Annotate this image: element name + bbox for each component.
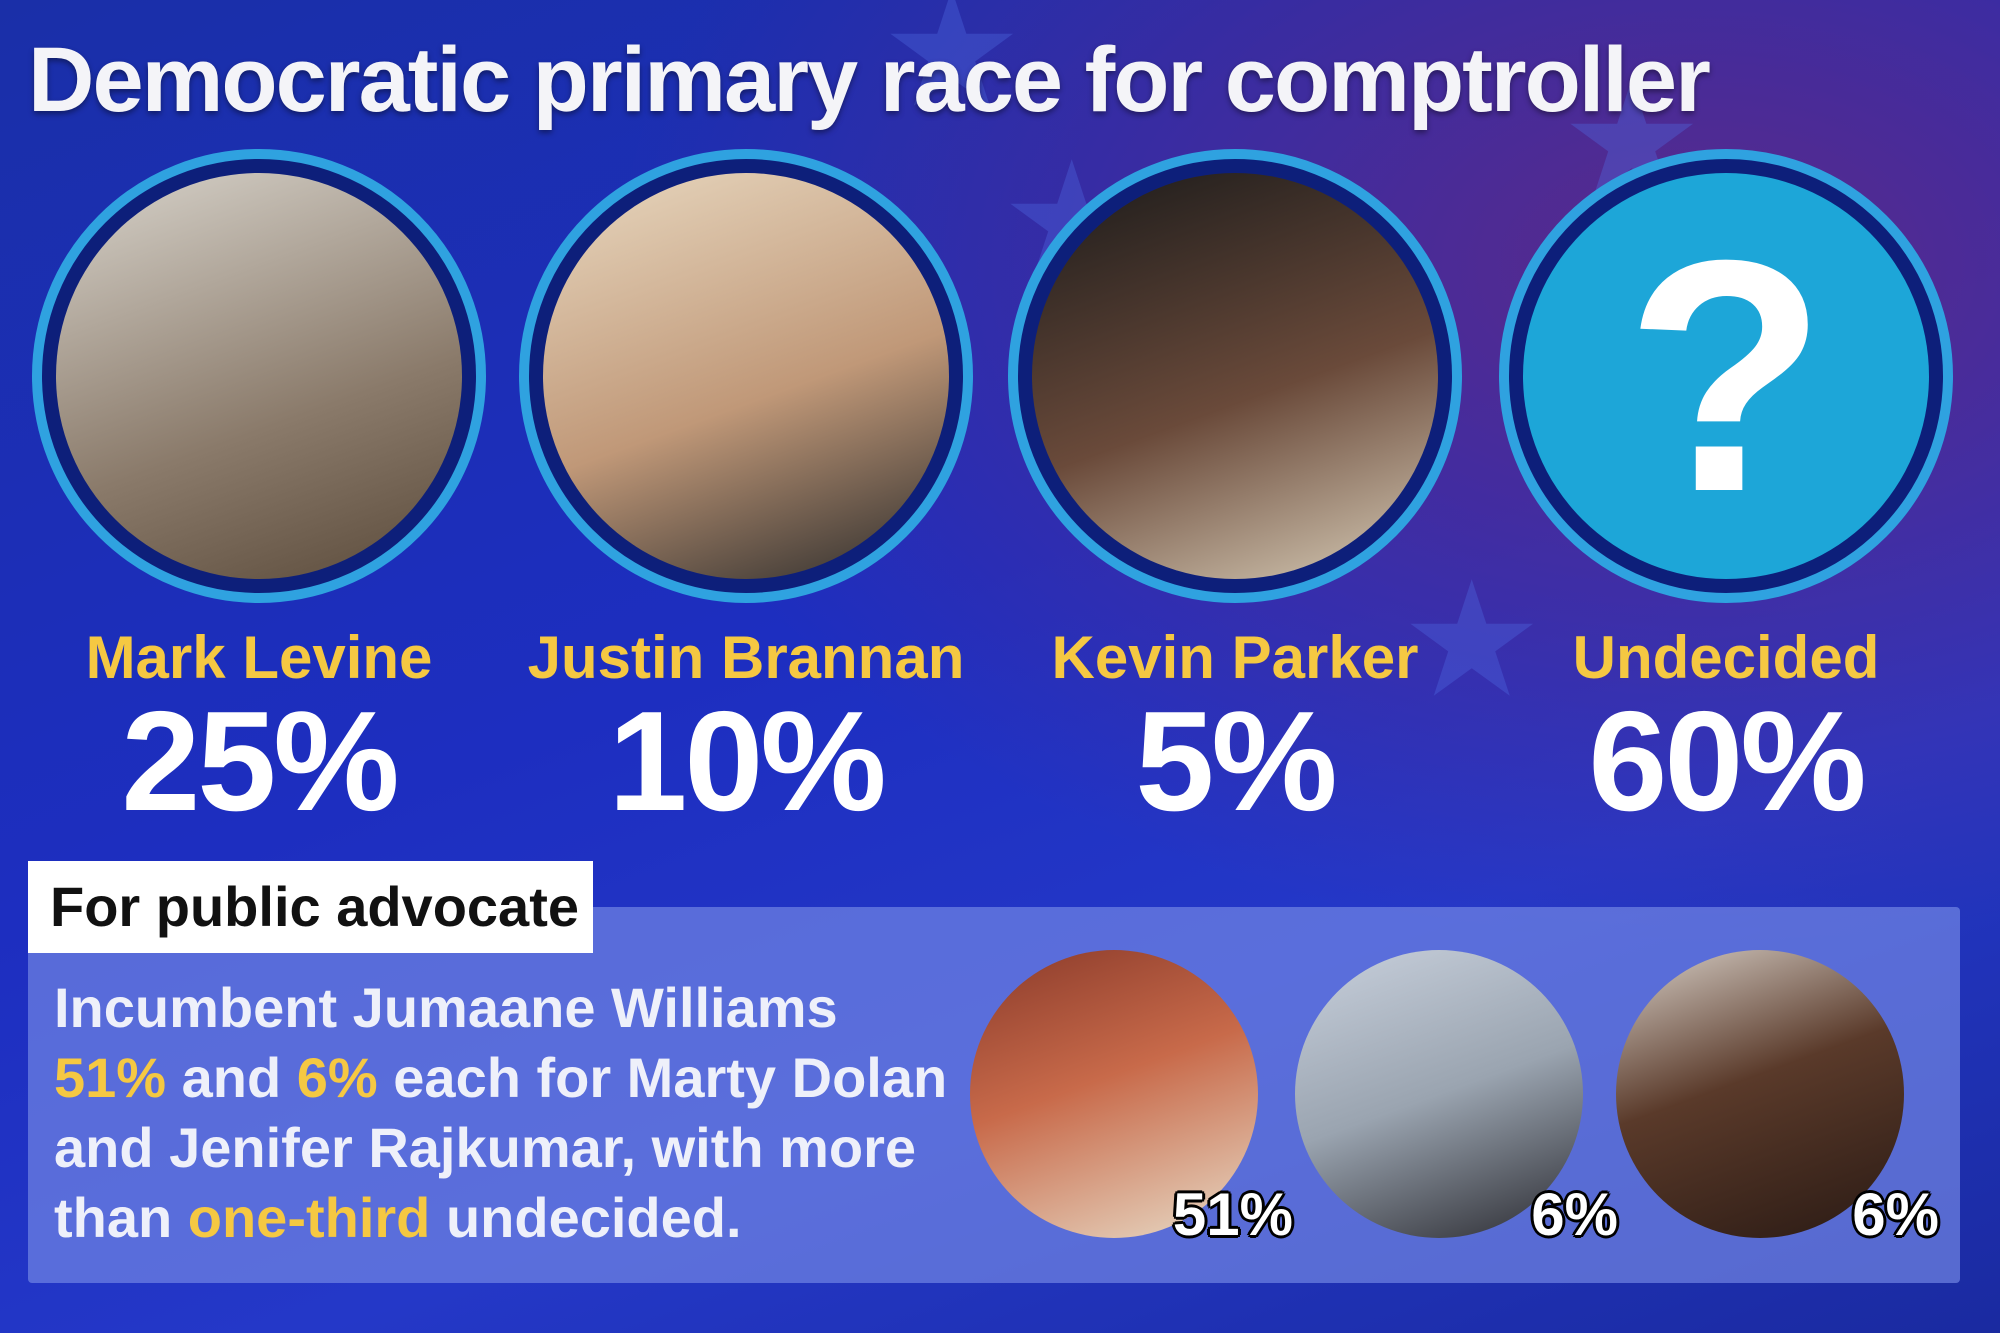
decor-star: ★ — [1400, 550, 1544, 729]
candidate-name: Kevin Parker — [1051, 624, 1419, 691]
candidate-percent: 5% — [1135, 682, 1337, 841]
candidate-photo-ring — [32, 149, 486, 603]
candidate-name: Justin Brannan — [527, 624, 965, 691]
candidate-name: Undecided — [1572, 624, 1880, 691]
candidate-photo — [1295, 950, 1583, 1238]
candidate-photo — [1032, 173, 1438, 579]
decor-star: ★ — [880, 0, 1024, 139]
body-text: Incumbent Jumaane Williams — [54, 976, 838, 1039]
candidate-percent: 51% — [1172, 1181, 1293, 1248]
text-line: than one-third undecided. — [54, 1183, 742, 1253]
candidate-percent: 6% — [1852, 1181, 1939, 1248]
body-text: and — [166, 1046, 297, 1109]
candidate-photo-ring: ? — [1499, 149, 1953, 603]
candidate-photo — [56, 173, 462, 579]
body-text: and Jenifer Rajkumar, with more — [54, 1116, 917, 1179]
candidate-percent: 6% — [1531, 1181, 1618, 1248]
highlight-text: 51% — [54, 1046, 167, 1109]
candidate-photo-ring — [519, 149, 973, 603]
text-line: and Jenifer Rajkumar, with more — [54, 1113, 916, 1183]
candidate-percent: 25% — [121, 682, 399, 841]
candidate-photo — [543, 173, 949, 579]
question-mark: ? — [1523, 173, 1929, 579]
candidate-photo-ring — [1008, 149, 1462, 603]
candidate-name: Mark Levine — [85, 624, 433, 691]
text-line: 51% and 6% each for Marty Dolan — [54, 1043, 947, 1113]
text-line: Incumbent Jumaane Williams — [54, 973, 838, 1043]
body-text: each for Marty Dolan — [377, 1046, 948, 1109]
highlight-text: 6% — [296, 1046, 378, 1109]
title: Democratic primary race for comptroller — [28, 29, 1711, 131]
public-advocate-label: For public advocate — [28, 861, 593, 953]
candidate-percent: 10% — [608, 682, 886, 841]
candidate-photo — [1616, 950, 1904, 1238]
candidate-photo — [970, 950, 1258, 1238]
candidate-percent: 60% — [1588, 682, 1866, 841]
highlight-text: one-third — [187, 1186, 431, 1249]
body-text: undecided. — [430, 1186, 742, 1249]
body-text: than — [54, 1186, 188, 1249]
